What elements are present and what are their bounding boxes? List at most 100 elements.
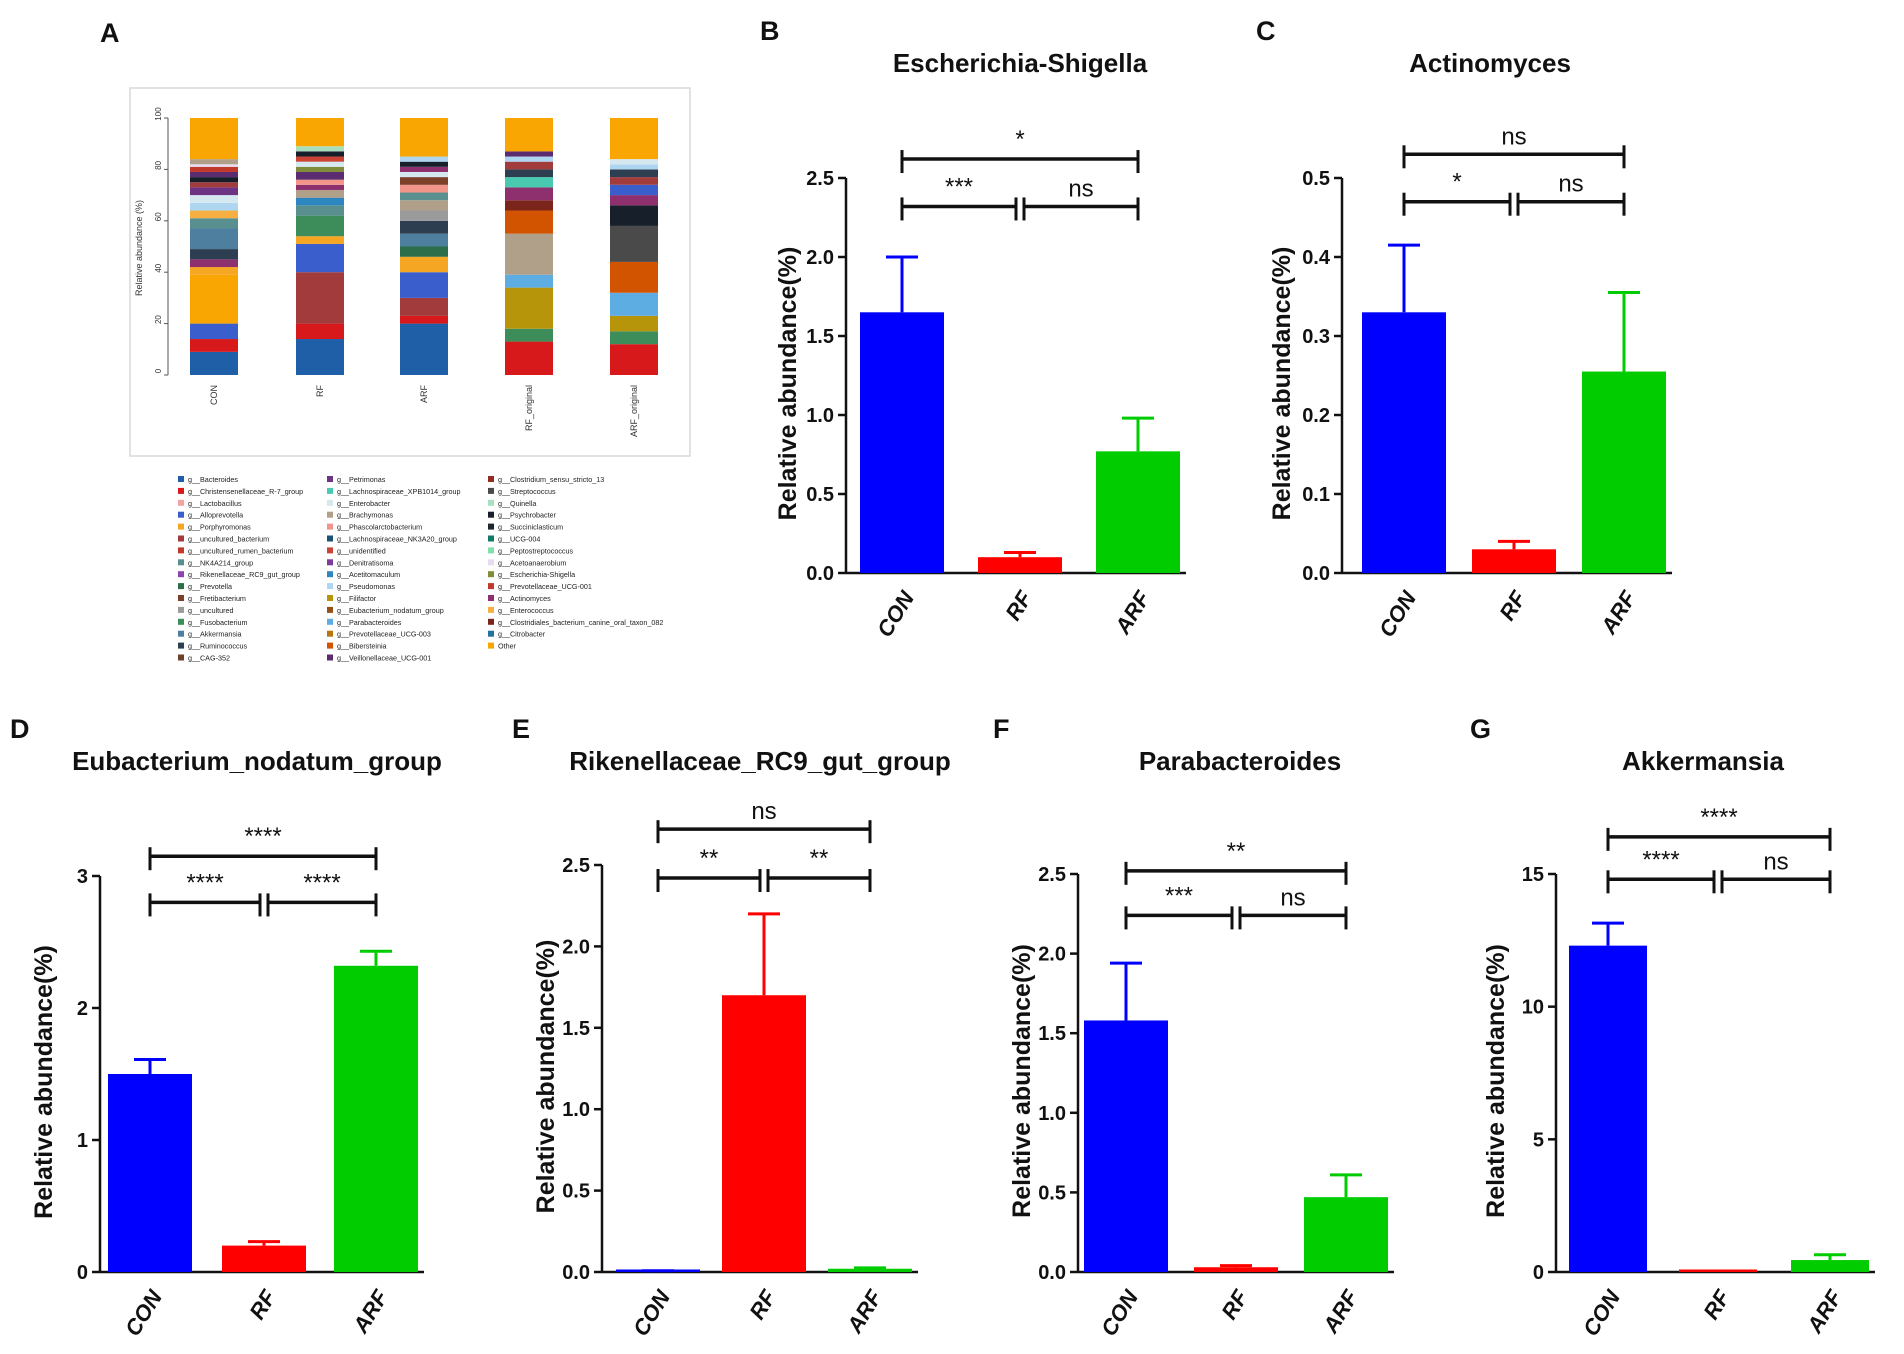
- stacked-segment: [190, 164, 238, 167]
- stacked-category-label: ARF_original: [629, 385, 639, 437]
- legend-entry: g__Rikenellaceae_RC9_gut_group: [188, 570, 300, 579]
- legend-swatch: [327, 476, 333, 482]
- legend-swatch: [488, 618, 494, 625]
- y-tick-label: 0.0: [1038, 1262, 1066, 1284]
- legend-entry: g__uncultured: [188, 606, 234, 615]
- legend-swatch: [327, 630, 333, 637]
- legend-entry: g__Lachnospiraceae_NK3A20_group: [337, 535, 457, 544]
- panel-label: G: [1470, 714, 1491, 744]
- chart-title: Akkermansia: [1622, 746, 1784, 776]
- stacked-segment: [190, 218, 238, 229]
- y-tick-label: 3: [77, 866, 88, 888]
- stacked-segment: [505, 161, 553, 170]
- legend-swatch: [327, 487, 333, 494]
- stacked-segment: [190, 339, 238, 352]
- bar: [1096, 451, 1180, 573]
- legend-entry: g__Bibersteinia: [337, 642, 387, 651]
- x-category-label: ARF: [347, 1285, 393, 1338]
- panel-label: C: [1256, 16, 1276, 46]
- y-tick-label: 2.0: [562, 936, 590, 958]
- stacked-segment: [400, 161, 448, 167]
- legend-entry: g__Clostridiales_bacterium_canine_oral_t…: [498, 618, 663, 627]
- significance-label: ****: [1700, 804, 1737, 831]
- legend-swatch: [327, 547, 333, 554]
- stacked-segment: [296, 146, 344, 152]
- legend-entry: g__Eubacterium_nodatum_group: [337, 606, 444, 615]
- legend-entry: g__CAG-352: [188, 654, 230, 663]
- y-tick-label: 5: [1533, 1129, 1544, 1151]
- legend-swatch: [488, 595, 494, 601]
- y-tick-label: 0.1: [1302, 484, 1330, 506]
- stacked-segment: [296, 151, 344, 157]
- stacked-segment: [400, 246, 448, 257]
- stacked-segment: [190, 118, 238, 160]
- bar: [1194, 1267, 1278, 1272]
- legend-swatch: [178, 523, 184, 530]
- legend-entry: g__Parabacteroides: [337, 618, 402, 627]
- x-category-label: CON: [1578, 1285, 1626, 1341]
- stacked-segment: [190, 323, 238, 340]
- stacked-segment: [190, 259, 238, 268]
- stacked-segment: [400, 156, 448, 162]
- panel-label: E: [512, 714, 530, 744]
- y-tick-label: 15: [1522, 864, 1544, 886]
- y-tick-label: 2.0: [1038, 944, 1066, 966]
- stacked-y-tick-label: 100: [154, 107, 163, 121]
- legend-swatch: [327, 618, 333, 625]
- y-tick-label: 2.0: [806, 247, 834, 269]
- legend-swatch: [488, 487, 494, 494]
- significance-label: ****: [303, 869, 340, 896]
- y-tick-label: 2.5: [1038, 864, 1066, 886]
- stacked-segment: [505, 151, 553, 157]
- bar: [1679, 1269, 1757, 1272]
- legend-swatch: [488, 499, 494, 506]
- y-tick-label: 0.3: [1302, 326, 1330, 348]
- bar: [334, 965, 418, 1272]
- legend-swatch: [488, 630, 494, 637]
- y-tick-label: 0.2: [1302, 405, 1330, 427]
- stacked-y-tick-label: 80: [154, 160, 163, 169]
- legend-entry: g__Fretibacterium: [188, 594, 246, 603]
- y-tick-label: 0.0: [562, 1262, 590, 1284]
- chart-title: Actinomyces: [1409, 48, 1571, 78]
- legend-swatch: [178, 654, 184, 661]
- legend-entry: g__Porphyromonas: [188, 523, 251, 532]
- stacked-segment: [505, 169, 553, 178]
- legend-swatch: [327, 595, 333, 601]
- stacked-segment: [296, 179, 344, 185]
- stacked-segment: [505, 187, 553, 201]
- stacked-segment: [296, 272, 344, 324]
- x-category-label: ARF: [1109, 586, 1155, 639]
- legend-swatch: [178, 583, 184, 590]
- stacked-segment: [190, 171, 238, 178]
- stacked-segment: [400, 184, 448, 193]
- stacked-segment: [190, 267, 238, 275]
- legend-entry: g__Filifactor: [337, 594, 377, 603]
- legend-entry: g__Citrobacter: [498, 630, 546, 639]
- legend-entry: Other: [498, 642, 517, 651]
- stacked-segment: [190, 202, 238, 211]
- stacked-segment: [190, 177, 238, 183]
- y-tick-label: 1.5: [806, 326, 834, 348]
- x-category-label: CON: [120, 1285, 168, 1341]
- stacked-segment: [505, 341, 553, 375]
- y-tick-label: 0.5: [1302, 168, 1330, 190]
- panel-label: F: [993, 714, 1010, 744]
- bar: [860, 312, 944, 573]
- significance-label: **: [810, 845, 829, 872]
- bar: [108, 1074, 192, 1272]
- stacked-segment: [505, 200, 553, 211]
- legend-entry: g__Christensenellaceae_R-7_group: [188, 487, 303, 496]
- bar: [1569, 945, 1647, 1272]
- legend-swatch: [178, 618, 184, 625]
- stacked-segment: [505, 287, 553, 329]
- significance-label: ****: [186, 869, 223, 896]
- legend-entry: g__Brachymonas: [337, 511, 393, 520]
- legend-swatch: [178, 595, 184, 601]
- stacked-segment: [505, 328, 553, 342]
- significance-label: ns: [1763, 848, 1788, 875]
- stacked-segment: [190, 249, 238, 260]
- legend-entry: g__Lachnospiraceae_XPB1014_group: [337, 487, 461, 496]
- y-tick-label: 1.5: [562, 1018, 590, 1040]
- stacked-y-ticks: 0 20 40 60 80 100: [154, 107, 169, 376]
